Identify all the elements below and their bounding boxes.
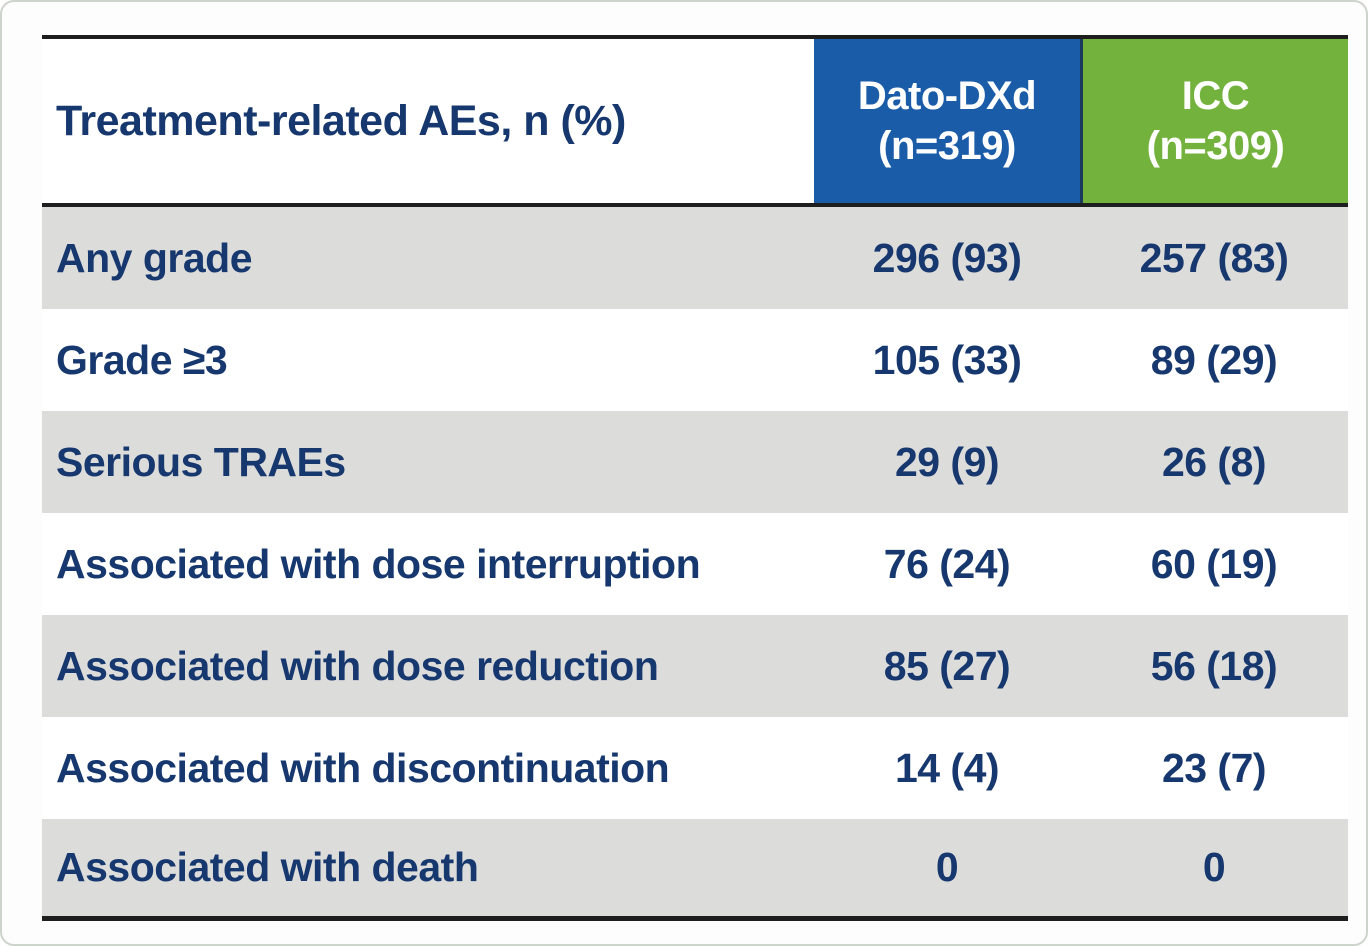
dato-column-name: Dato-DXd <box>857 74 1037 118</box>
table-title-cell: Treatment-related AEs, n (%) <box>42 39 814 203</box>
dato-value: 85 (27) <box>883 642 1011 689</box>
table-row-discontinuation: Associated with discontinuation 14 (4) 2… <box>42 717 1348 819</box>
treatment-related-aes-table: Treatment-related AEs, n (%) Dato-DXd (n… <box>42 35 1348 921</box>
icc-value: 0 <box>1202 844 1226 890</box>
table-row-death: Associated with death 0 0 <box>42 819 1348 921</box>
icc-value: 26 (8) <box>1161 438 1267 485</box>
icc-value: 89 (29) <box>1150 336 1278 383</box>
icc-value: 257 (83) <box>1139 234 1289 281</box>
row-label: Any grade <box>56 234 253 281</box>
row-label: Associated with dose interruption <box>56 540 701 587</box>
icc-column-n: (n=309) <box>1146 124 1285 168</box>
dato-value: 76 (24) <box>883 540 1011 587</box>
dato-value: 29 (9) <box>894 438 1000 485</box>
row-label: Grade ≥3 <box>56 336 228 383</box>
icc-value: 60 (19) <box>1150 540 1278 587</box>
table-row-dose-reduction: Associated with dose reduction 85 (27) 5… <box>42 615 1348 717</box>
table-row-serious-traes: Serious TRAEs 29 (9) 26 (8) <box>42 411 1348 513</box>
icc-value: 56 (18) <box>1150 642 1278 689</box>
table-row-dose-interruption: Associated with dose interruption 76 (24… <box>42 513 1348 615</box>
icc-column-name: ICC <box>1181 74 1250 118</box>
table-row-grade-ge3: Grade ≥3 105 (33) 89 (29) <box>42 309 1348 411</box>
table-header-row: Treatment-related AEs, n (%) Dato-DXd (n… <box>42 35 1348 207</box>
dato-value: 14 (4) <box>894 744 1000 791</box>
column-header-icc: ICC (n=309) <box>1080 39 1348 203</box>
table-body: Any grade 296 (93) 257 (83) Grade ≥3 105… <box>42 207 1348 921</box>
table-row-any-grade: Any grade 296 (93) 257 (83) <box>42 207 1348 309</box>
row-label: Serious TRAEs <box>56 438 346 485</box>
row-label: Associated with death <box>56 844 479 890</box>
dato-column-n: (n=319) <box>878 124 1016 168</box>
icc-value: 23 (7) <box>1161 744 1267 791</box>
dato-value: 105 (33) <box>872 336 1022 383</box>
row-label: Associated with dose reduction <box>56 642 659 689</box>
row-label: Associated with discontinuation <box>56 744 670 791</box>
column-header-dato-dxd: Dato-DXd (n=319) <box>814 39 1080 203</box>
dato-value: 296 (93) <box>872 234 1022 281</box>
dato-value: 0 <box>935 844 959 890</box>
